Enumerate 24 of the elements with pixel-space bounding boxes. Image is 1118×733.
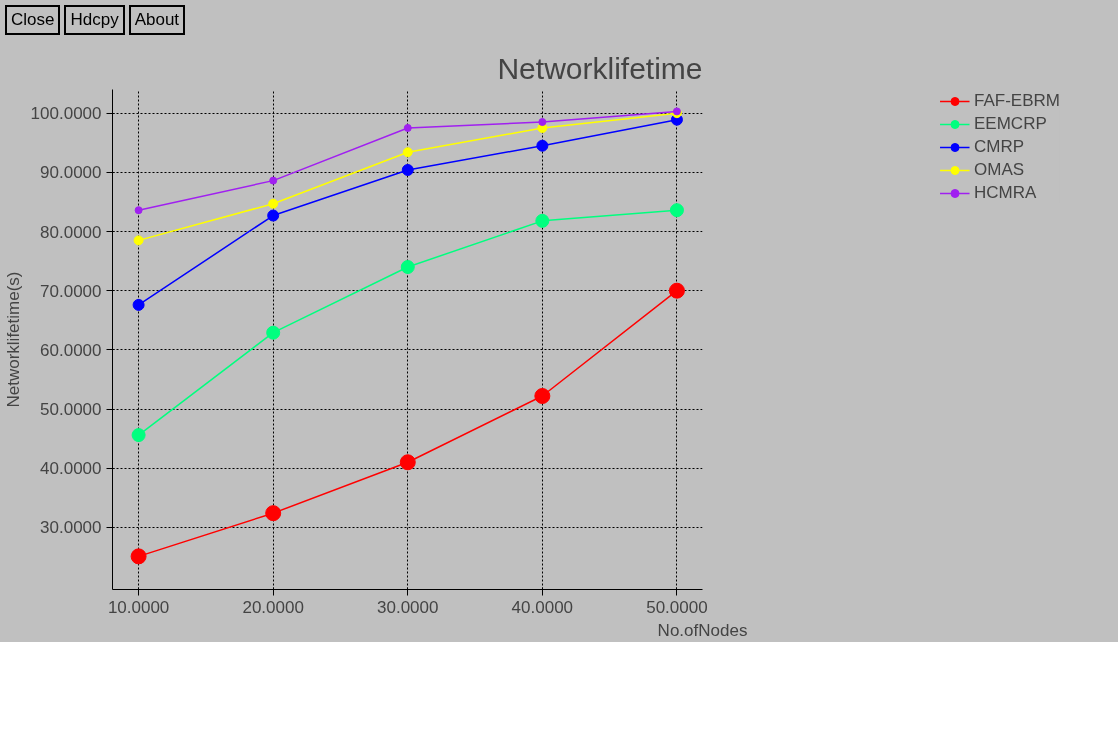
legend-label: CMRP <box>974 137 1025 157</box>
x-axis-title: No.ofNodes <box>657 620 748 640</box>
y-tick-label: 80.0000 <box>40 222 102 242</box>
legend-label: FAF-EBRM <box>974 91 1060 111</box>
y-tick-label: 50.0000 <box>40 400 102 420</box>
chart-title: Networklifetime <box>497 51 703 85</box>
x-tick-label: 40.0000 <box>511 597 574 617</box>
y-tick-label: 70.0000 <box>40 281 102 301</box>
text: About <box>128 5 186 36</box>
x-tick-label: 50.0000 <box>646 597 708 617</box>
y-tick-label: 100.0000 <box>30 104 102 124</box>
legend-label: HCMRA <box>974 183 1037 203</box>
legend-label: EEMCRP <box>974 114 1047 134</box>
legend-label: OMAS <box>974 160 1025 180</box>
x-tick-label: 20.0000 <box>242 597 304 617</box>
y-tick-label: 40.0000 <box>40 459 102 479</box>
x-tick-label: 30.0000 <box>377 597 439 617</box>
x-tick-label: 10.0000 <box>107 597 170 617</box>
y-tick-label: 60.0000 <box>40 340 102 360</box>
y-tick-label: 90.0000 <box>40 163 102 183</box>
text: Hdcpy <box>64 5 125 36</box>
text: Close <box>5 5 61 36</box>
y-axis-title: Networklifetime(s) <box>3 271 23 408</box>
y-tick-label: 30.0000 <box>40 518 102 538</box>
